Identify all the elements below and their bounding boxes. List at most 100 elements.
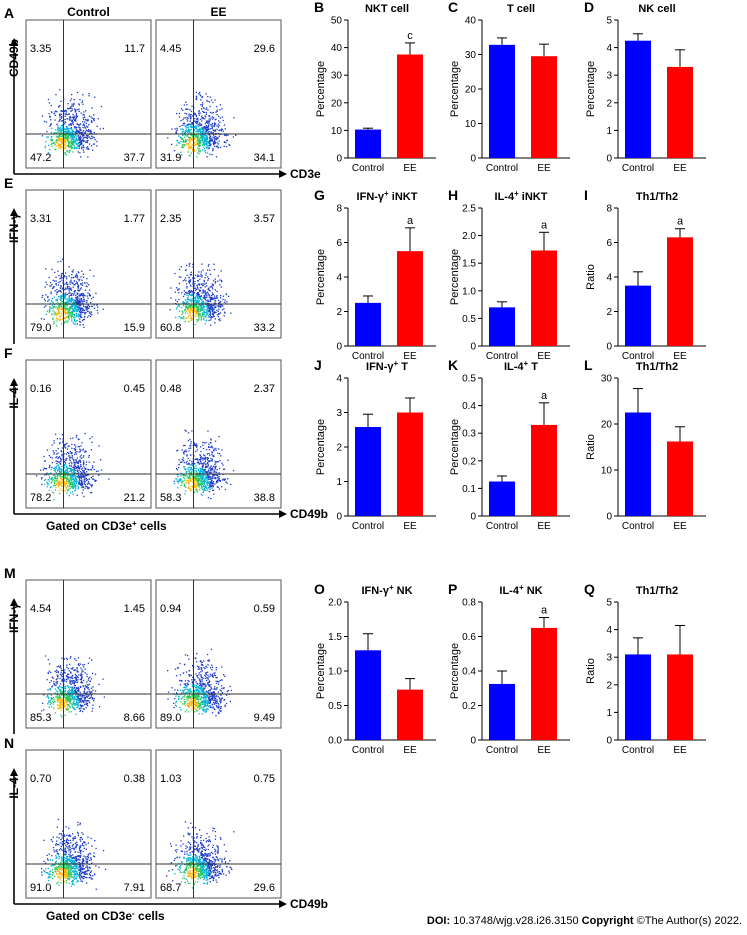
flow-dot: [45, 473, 48, 476]
flow-dot: [219, 301, 222, 303]
flow-dot: [63, 123, 66, 125]
flow-dot: [181, 137, 183, 140]
flow-dot: [60, 296, 62, 298]
flow-dot: [204, 138, 206, 140]
flow-dot: [203, 111, 205, 113]
flow-dot: [45, 281, 47, 283]
flow-dot: [87, 134, 89, 137]
flow-dot: [209, 137, 211, 140]
flow-dot: [83, 663, 85, 666]
flow-dot: [217, 137, 219, 139]
flow-dot: [81, 316, 83, 318]
flow-dot: [74, 704, 76, 706]
flow-dot: [74, 141, 76, 143]
flow-dot: [70, 314, 73, 316]
flow-dot: [199, 310, 201, 313]
flow-dot: [61, 707, 63, 709]
flow-dot: [61, 137, 63, 140]
flow-dot: [204, 304, 206, 306]
flow-dot: [55, 94, 57, 96]
flow-dot: [51, 462, 54, 464]
flow-dot: [186, 302, 188, 304]
flow-dot: [80, 293, 83, 295]
flow-dot: [70, 139, 72, 141]
flow-dot: [53, 311, 56, 313]
flow-dot: [56, 312, 58, 315]
flow-dot: [43, 694, 45, 696]
flow-dot: [66, 666, 68, 668]
flow-dot: [53, 481, 55, 483]
flow-dot: [185, 430, 187, 432]
flow-dot: [194, 300, 196, 302]
flow-dot: [100, 105, 103, 108]
flow-dot: [68, 135, 70, 137]
flow-dot: [51, 477, 53, 480]
flow-dot: [212, 485, 214, 487]
flow-dot: [203, 482, 206, 484]
flow-dot: [58, 128, 60, 130]
flow-dot: [208, 128, 210, 130]
flow-dot: [91, 436, 93, 438]
flow-dot: [61, 716, 63, 718]
flow-dot: [74, 692, 76, 694]
flow-dot: [75, 677, 78, 679]
flow-dot: [82, 700, 84, 702]
flow-dot: [186, 463, 188, 465]
flow-dot: [200, 99, 202, 101]
flow-dot: [207, 126, 210, 128]
flow-dot: [75, 462, 77, 464]
flow-dot: [204, 485, 206, 487]
flow-dot: [197, 319, 199, 321]
flow-dot: [216, 142, 219, 144]
flow-dot: [84, 295, 86, 297]
flow-dot: [225, 135, 227, 137]
flow-dot: [61, 434, 63, 436]
flow-dot: [206, 137, 208, 140]
flow-dot: [65, 472, 67, 474]
flow-dot: [64, 475, 67, 477]
flow-dot: [59, 438, 61, 440]
flow-dot: [77, 315, 79, 317]
flow-dot: [61, 680, 63, 683]
flow-dot: [212, 471, 214, 473]
flow-dot: [69, 474, 71, 476]
flow-dot: [75, 138, 77, 140]
flow-dot: [188, 291, 191, 294]
flow-dot: [195, 115, 198, 118]
flow-dot: [219, 312, 222, 314]
flow-dot: [81, 139, 83, 142]
panel-letter-a: A: [4, 5, 14, 21]
flow-dot: [91, 672, 94, 674]
flow-dot: [194, 310, 196, 312]
flow-dot: [63, 474, 66, 476]
flow-dot: [65, 137, 67, 140]
flow-dot: [209, 308, 211, 310]
flow-dot: [82, 296, 85, 298]
quadrant-upper-right-value: 3.57: [254, 213, 275, 225]
flow-dot: [179, 142, 181, 144]
flow-dot: [76, 293, 78, 295]
flow-dot: [50, 136, 53, 138]
flow-dot: [69, 479, 72, 481]
flow-dot: [208, 120, 211, 123]
flow-dot: [57, 701, 59, 703]
flow-dot: [64, 687, 66, 689]
flow-dot: [82, 462, 85, 464]
flow-dot: [67, 694, 69, 697]
flow-dot: [191, 125, 193, 127]
flow-dot: [208, 142, 210, 144]
flow-dot: [62, 475, 64, 478]
flow-dot: [64, 297, 66, 299]
flow-dot: [83, 465, 85, 467]
flow-dot: [80, 445, 82, 447]
flow-dot: [79, 316, 82, 318]
flow-dot: [84, 300, 86, 302]
flow-dot: [78, 477, 81, 479]
flow-dot: [81, 442, 83, 444]
flow-dot: [200, 463, 203, 465]
flow-dot: [199, 460, 202, 462]
flow-dot: [183, 124, 185, 126]
flow-dot: [70, 474, 72, 476]
flow-dot: [74, 284, 76, 286]
flow-dot: [213, 134, 215, 136]
